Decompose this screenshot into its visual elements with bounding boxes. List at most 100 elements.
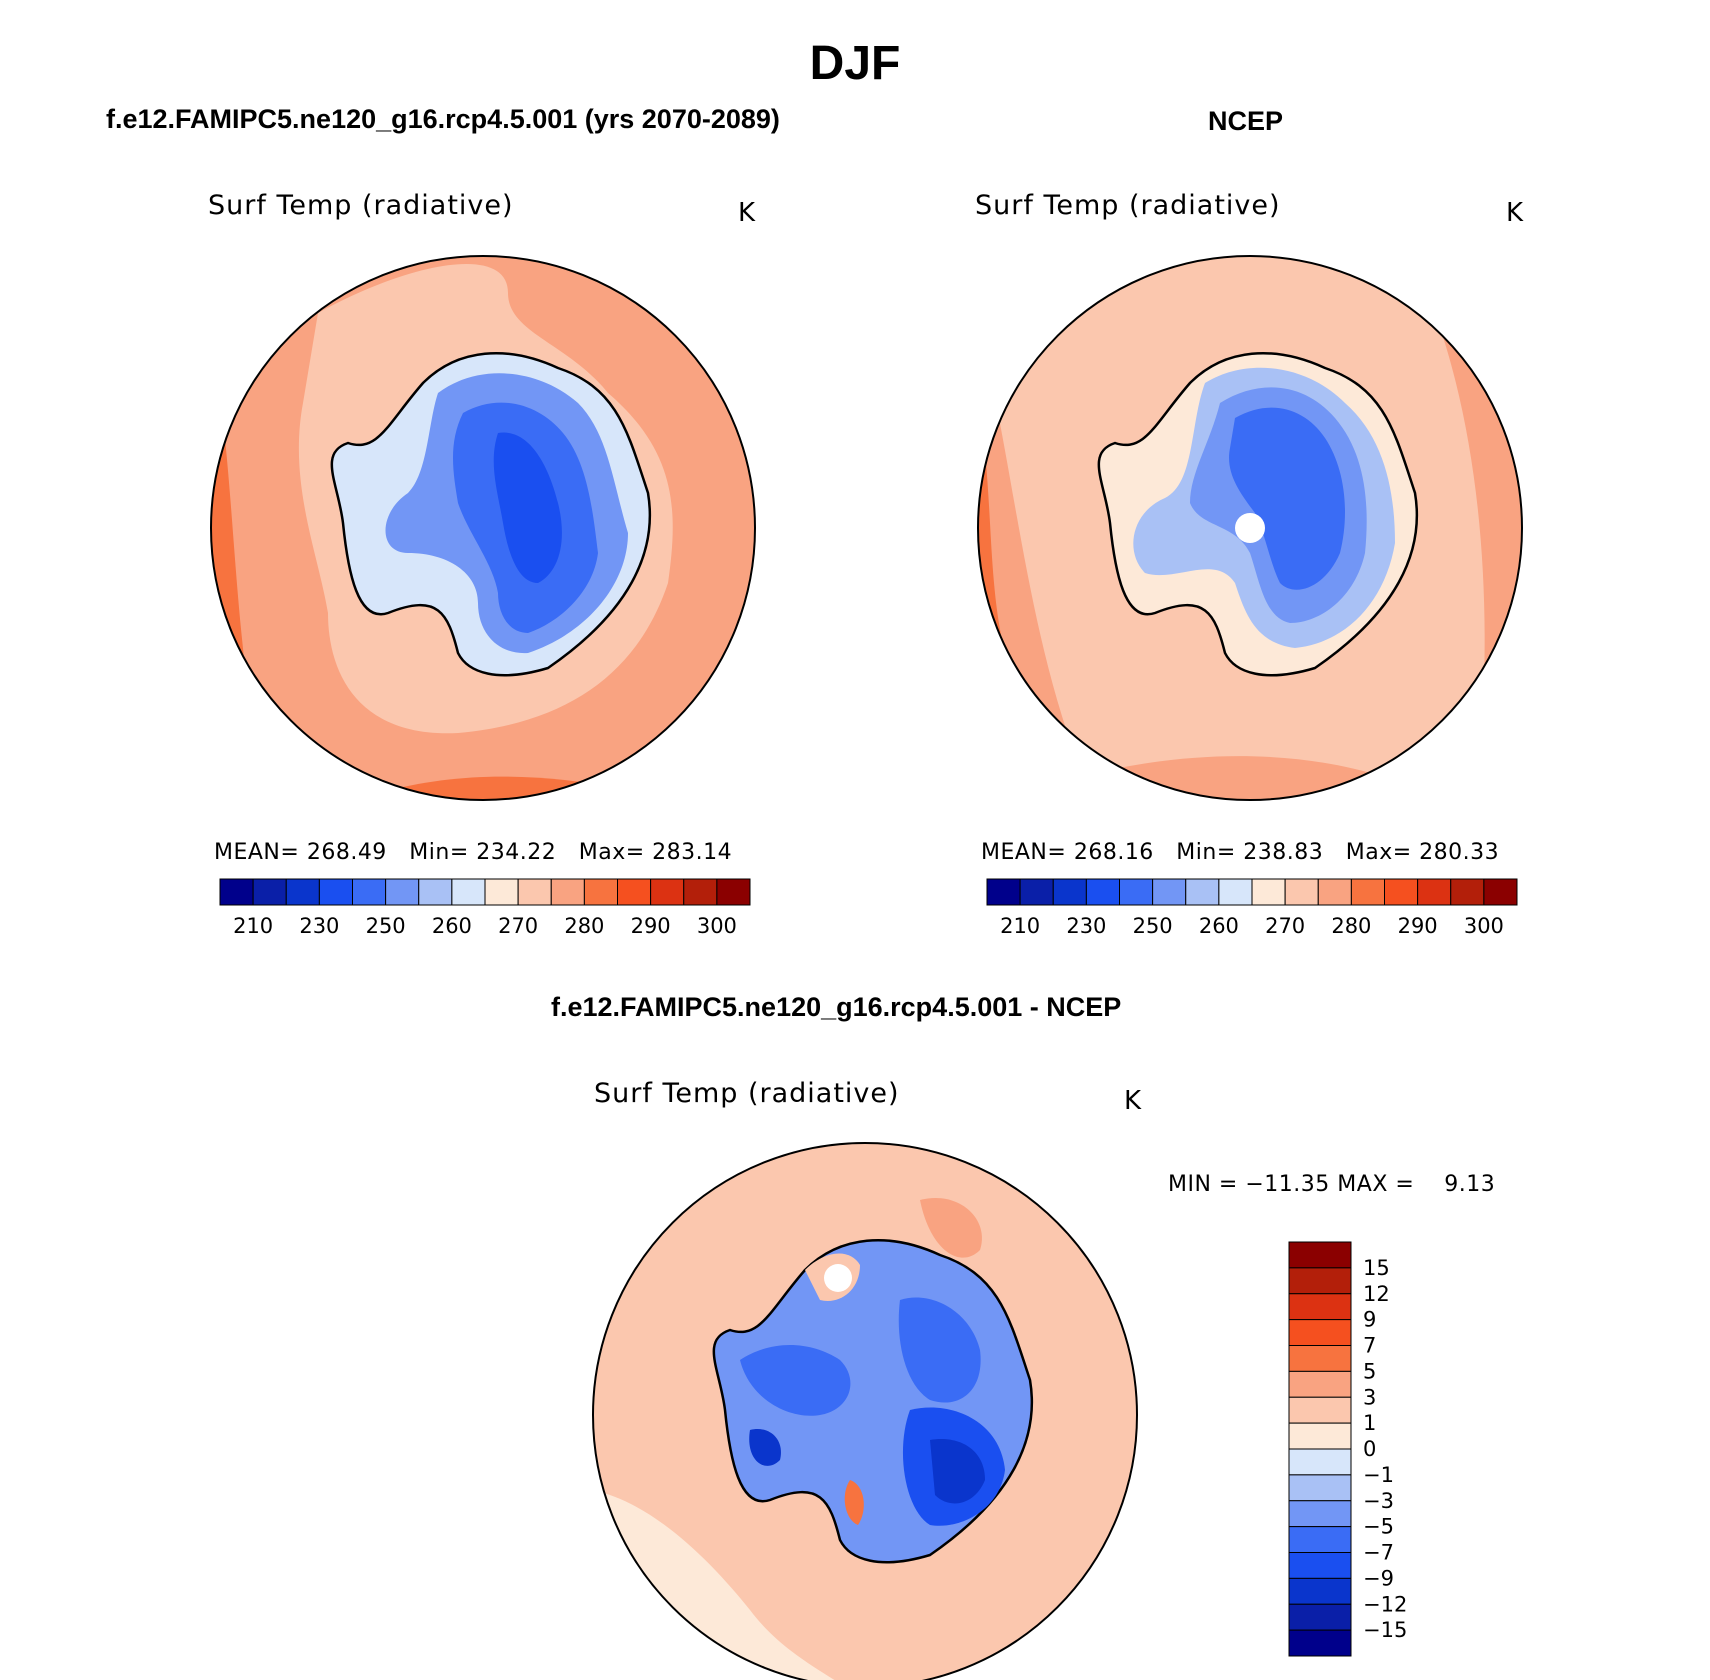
model-max-label: Max= — [578, 840, 645, 865]
obs-units-label: K — [1506, 198, 1524, 228]
model-colorbar-swatch — [418, 878, 453, 906]
diff-panel-title: f.e12.FAMIPC5.ne120_g16.rcp4.5.001 - NCE… — [551, 992, 1122, 1022]
obs-panel-title: NCEP — [1208, 106, 1284, 136]
diff-min-label: MIN = — [1168, 1172, 1238, 1197]
diff-colorbar-tick-label: 1 — [1363, 1411, 1376, 1435]
model-units-label: K — [738, 198, 756, 228]
diff-colorbar-swatch — [1288, 1370, 1352, 1398]
model-colorbar-tick-label: 260 — [432, 914, 472, 938]
model-colorbar-swatch — [252, 878, 287, 906]
obs-colorbar-tick-label: 290 — [1398, 914, 1438, 938]
diff-colorbar-swatch — [1288, 1396, 1352, 1424]
obs-colorbar-swatch — [1417, 878, 1452, 906]
diff-colorbar-swatch — [1288, 1448, 1352, 1476]
obs-colorbar-tick-label: 260 — [1199, 914, 1239, 938]
diff-colorbar-tick-label: 5 — [1363, 1359, 1376, 1383]
obs-variable-label: Surf Temp (radiative) — [975, 190, 1281, 221]
diff-colorbar-tick-label: −15 — [1363, 1618, 1407, 1642]
diff-units-label: K — [1124, 1086, 1142, 1116]
diff-colorbar-tick-label: −7 — [1363, 1541, 1394, 1565]
obs-colorbar-swatch — [1019, 878, 1054, 906]
model-colorbar-tick-label: 300 — [697, 914, 737, 938]
obs-max-value: 280.33 — [1419, 840, 1500, 865]
diff-polar-map — [592, 1142, 1138, 1680]
diff-colorbar-swatch — [1288, 1603, 1352, 1631]
model-colorbar-swatch — [583, 878, 618, 906]
model-colorbar-swatch — [219, 878, 254, 906]
model-colorbar-tick-label: 250 — [366, 914, 406, 938]
diff-colorbar-swatch — [1288, 1345, 1352, 1372]
model-colorbar-tick-label: 280 — [564, 914, 604, 938]
model-min-value: 234.22 — [476, 840, 557, 865]
model-colorbar-swatch — [484, 878, 519, 906]
model-colorbar-tick-label: 210 — [233, 914, 273, 938]
model-colorbar-swatch — [650, 878, 685, 906]
model-colorbar-swatch — [451, 878, 486, 906]
obs-colorbar-tick-label: 300 — [1464, 914, 1504, 938]
obs-min-label: Min= — [1176, 840, 1236, 865]
obs-colorbar-swatch — [1119, 878, 1154, 906]
obs-colorbar-swatch — [1284, 878, 1319, 906]
diff-colorbar-swatch — [1288, 1552, 1352, 1579]
model-colorbar-swatch — [716, 878, 751, 906]
obs-colorbar-tick-label: 280 — [1331, 914, 1371, 938]
obs-colorbar-swatch — [1350, 878, 1385, 906]
model-colorbar: 210 230 250 260 270 280 290 300 — [219, 878, 751, 938]
obs-colorbar-swatch — [1450, 878, 1485, 906]
obs-colorbar-swatch — [1185, 878, 1220, 906]
diff-colorbar-swatch — [1288, 1267, 1352, 1295]
diff-colorbar-tick-label: −3 — [1363, 1489, 1394, 1513]
diff-colorbar-swatch — [1288, 1293, 1352, 1321]
diff-colorbar-swatch — [1288, 1629, 1352, 1657]
diff-colorbar-tick-label: 3 — [1363, 1385, 1376, 1409]
diff-colorbar-swatch — [1288, 1474, 1352, 1502]
obs-colorbar-swatch — [1052, 878, 1087, 906]
obs-mean-value: 268.16 — [1073, 840, 1154, 865]
obs-colorbar-swatch — [1218, 878, 1253, 906]
obs-colorbar: 210 230 250 260 270 280 290 300 — [986, 878, 1518, 938]
diff-colorbar-tick-label: −12 — [1363, 1592, 1407, 1616]
diff-colorbar-swatch — [1288, 1241, 1352, 1269]
model-mean-value: 268.49 — [306, 840, 387, 865]
diff-colorbar-swatch — [1288, 1577, 1352, 1605]
model-min-label: Min= — [409, 840, 469, 865]
model-colorbar-swatch — [617, 878, 652, 906]
obs-colorbar-swatch — [1317, 878, 1352, 906]
model-colorbar-tick-label: 270 — [498, 914, 538, 938]
diff-colorbar-swatch — [1288, 1319, 1352, 1346]
diff-colorbar-tick-label: −1 — [1363, 1463, 1394, 1487]
diff-max-value: 9.13 — [1444, 1172, 1496, 1197]
obs-colorbar-swatch — [986, 878, 1021, 906]
diff-colorbar-tick-label: 15 — [1363, 1256, 1390, 1280]
diff-min-value: −11.35 — [1245, 1172, 1330, 1197]
model-colorbar-swatch — [385, 878, 420, 906]
obs-mean-label: MEAN= — [981, 840, 1067, 865]
model-colorbar-swatch — [550, 878, 585, 906]
diff-colorbar-tick-label: 0 — [1363, 1437, 1376, 1461]
obs-colorbar-tick-label: 270 — [1265, 914, 1305, 938]
model-colorbar-swatch — [352, 878, 387, 906]
model-colorbar-tick-label: 230 — [299, 914, 339, 938]
model-max-value: 283.14 — [652, 840, 733, 865]
model-colorbar-swatch — [318, 878, 353, 906]
obs-max-label: Max= — [1345, 840, 1412, 865]
model-panel-title: f.e12.FAMIPC5.ne120_g16.rcp4.5.001 (yrs … — [106, 104, 780, 134]
obs-colorbar-tick-label: 210 — [1000, 914, 1040, 938]
diff-colorbar-swatch — [1288, 1500, 1352, 1528]
diff-colorbar-tick-label: 12 — [1363, 1282, 1390, 1306]
diff-max-label: MAX = — [1337, 1172, 1415, 1197]
obs-colorbar-swatch — [1251, 878, 1286, 906]
figure-title: DJF — [809, 37, 901, 90]
diff-colorbar-tick-label: 7 — [1363, 1334, 1376, 1358]
model-colorbar-swatch — [285, 878, 320, 906]
obs-colorbar-swatch — [1384, 878, 1419, 906]
model-colorbar-swatch — [517, 878, 552, 906]
obs-min-value: 238.83 — [1243, 840, 1324, 865]
obs-polar-map — [977, 255, 1523, 801]
model-variable-label: Surf Temp (radiative) — [208, 190, 514, 221]
diff-colorbar-tick-label: −5 — [1363, 1515, 1394, 1539]
diff-colorbar-tick-label: 9 — [1363, 1308, 1376, 1332]
model-polar-map — [210, 255, 756, 801]
obs-colorbar-tick-label: 230 — [1066, 914, 1106, 938]
